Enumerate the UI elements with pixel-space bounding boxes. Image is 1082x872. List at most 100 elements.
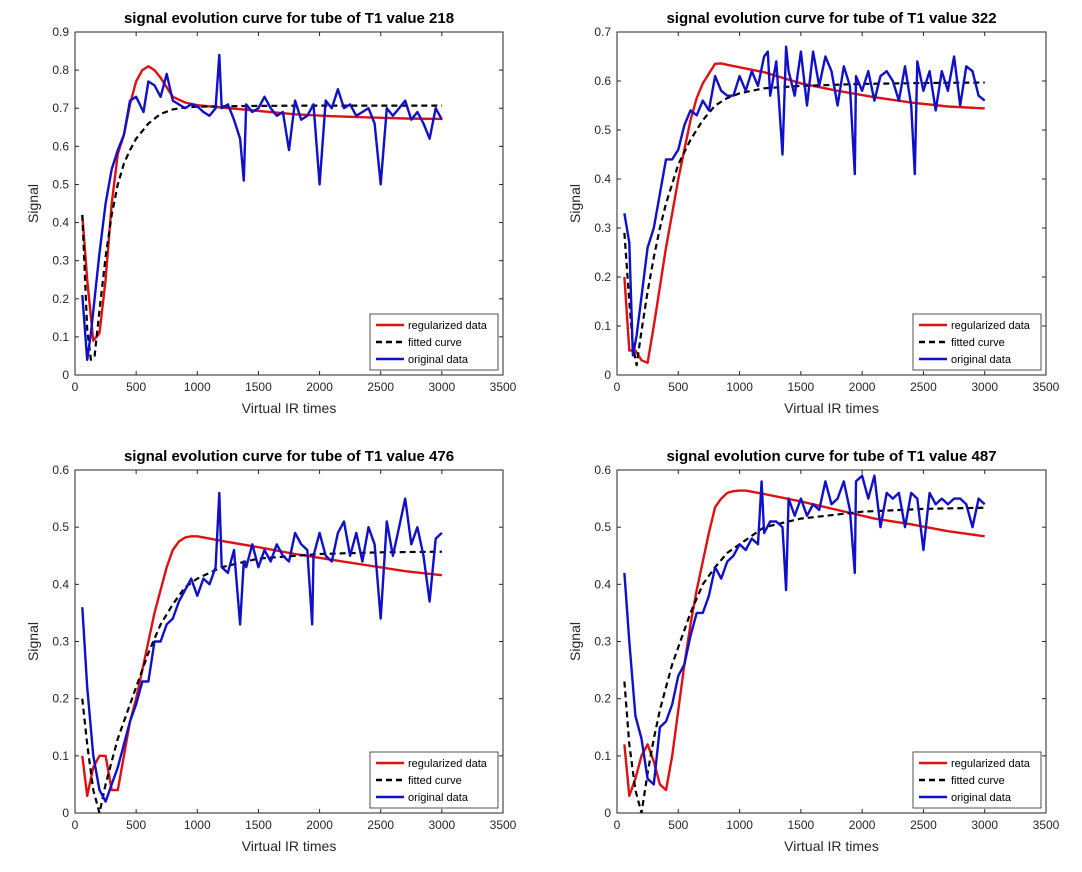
y-tick-label: 0.2 (52, 692, 69, 706)
y-axis-label: Signal (25, 622, 41, 661)
x-tick-label: 3000 (429, 818, 456, 832)
y-tick-label: 0 (62, 368, 69, 382)
legend: regularized data fitted curve original dat… (369, 751, 499, 809)
x-tick-label: 0 (72, 380, 79, 394)
y-tick-label: 0.1 (52, 330, 69, 344)
y-axis-label: Signal (567, 622, 583, 661)
y-tick-label: 0.5 (594, 520, 611, 534)
y-tick-label: 0.2 (594, 270, 611, 284)
series-line-regularized-data (81, 65, 442, 342)
legend-label: original data (951, 792, 1012, 804)
y-axis-label: Signal (25, 184, 41, 223)
y-tick-label: 0.1 (594, 749, 611, 763)
x-tick-label: 1500 (245, 380, 272, 394)
series-line-original-data (623, 45, 986, 357)
chart-panel-2: signal evolution curve for tube of T1 va… (567, 10, 1060, 416)
x-tick-label: 3500 (490, 380, 517, 394)
x-tick-label: 3500 (1033, 818, 1060, 832)
x-tick-label: 1000 (726, 380, 753, 394)
x-tick-label: 1500 (788, 818, 815, 832)
y-tick-label: 0.5 (52, 520, 69, 534)
y-tick-label: 0.6 (594, 74, 611, 88)
legend: regularized data fitted curve original dat… (912, 313, 1042, 371)
y-tick-label: 0.3 (594, 635, 611, 649)
legend-label: original data (951, 354, 1012, 366)
x-tick-label: 2500 (910, 380, 937, 394)
y-tick-label: 0.3 (52, 254, 69, 268)
y-tick-label: 0.1 (594, 319, 611, 333)
y-tick-label: 0.8 (52, 63, 69, 77)
x-tick-label: 1000 (726, 818, 753, 832)
x-tick-label: 3000 (971, 380, 998, 394)
legend-label: fitted curve (951, 337, 1005, 349)
y-tick-label: 0.7 (594, 25, 611, 39)
x-tick-label: 1000 (184, 818, 211, 832)
y-tick-label: 0.9 (52, 25, 69, 39)
y-tick-label: 0.4 (594, 172, 611, 186)
y-tick-label: 0.3 (594, 221, 611, 235)
series-line-fitted-curve (623, 506, 985, 813)
x-tick-label: 0 (614, 380, 621, 394)
y-tick-label: 0.7 (52, 101, 69, 115)
x-tick-label: 2000 (306, 380, 333, 394)
series-line-fitted-curve (81, 550, 442, 813)
x-tick-label: 500 (668, 380, 688, 394)
x-tick-label: 3000 (429, 380, 456, 394)
series-line-fitted-curve (623, 81, 985, 367)
y-tick-label: 0.4 (52, 577, 69, 591)
legend-label: fitted curve (408, 775, 462, 787)
x-tick-label: 3500 (490, 818, 517, 832)
x-tick-label: 2500 (367, 380, 394, 394)
x-tick-label: 500 (126, 380, 146, 394)
series-line-fitted-curve (81, 104, 442, 361)
x-tick-label: 1000 (184, 380, 211, 394)
x-tick-label: 0 (72, 818, 79, 832)
x-tick-label: 2500 (910, 818, 937, 832)
y-tick-label: 0.2 (594, 692, 611, 706)
y-tick-label: 0.1 (52, 749, 69, 763)
legend-label: regularized data (408, 320, 488, 332)
y-tick-label: 0.3 (52, 635, 69, 649)
y-axis-label: Signal (567, 184, 583, 223)
y-tick-label: 0 (604, 806, 611, 820)
legend: regularized data fitted curve original dat… (369, 313, 499, 371)
x-axis-label: Virtual IR times (784, 400, 879, 416)
x-tick-label: 1500 (245, 818, 272, 832)
x-tick-label: 500 (668, 818, 688, 832)
y-tick-label: 0 (62, 806, 69, 820)
chart-title: signal evolution curve for tube of T1 va… (124, 448, 454, 465)
series-line-regularized-data (81, 535, 443, 798)
y-tick-label: 0 (604, 368, 611, 382)
chart-title: signal evolution curve for tube of T1 va… (666, 448, 996, 465)
legend-label: original data (408, 354, 469, 366)
legend-label: fitted curve (951, 775, 1005, 787)
legend-label: regularized data (951, 320, 1031, 332)
legend-label: regularized data (408, 758, 488, 770)
series-line-original-data (623, 474, 986, 786)
series-line-original-data (81, 53, 443, 361)
legend-label: regularized data (951, 758, 1031, 770)
legend-label: original data (408, 792, 469, 804)
y-tick-label: 0.6 (52, 139, 69, 153)
series-line-regularized-data (623, 62, 985, 364)
x-tick-label: 2000 (306, 818, 333, 832)
legend: regularized data fitted curve original dat… (912, 751, 1042, 809)
legend-label: fitted curve (408, 337, 462, 349)
x-tick-label: 2000 (849, 818, 876, 832)
x-axis-label: Virtual IR times (242, 400, 337, 416)
x-tick-label: 500 (126, 818, 146, 832)
x-tick-label: 3000 (971, 818, 998, 832)
x-tick-label: 2000 (849, 380, 876, 394)
y-tick-label: 0.2 (52, 292, 69, 306)
y-tick-label: 0.6 (594, 463, 611, 477)
chart-title: signal evolution curve for tube of T1 va… (124, 10, 454, 27)
chart-panel-3: signal evolution curve for tube of T1 va… (25, 448, 517, 854)
x-tick-label: 2500 (367, 818, 394, 832)
chart-panel-4: signal evolution curve for tube of T1 va… (567, 448, 1060, 854)
y-tick-label: 0.4 (594, 577, 611, 591)
x-tick-label: 0 (614, 818, 621, 832)
y-tick-label: 0.4 (52, 216, 69, 230)
y-tick-label: 0.5 (52, 177, 69, 191)
y-tick-label: 0.5 (594, 123, 611, 137)
